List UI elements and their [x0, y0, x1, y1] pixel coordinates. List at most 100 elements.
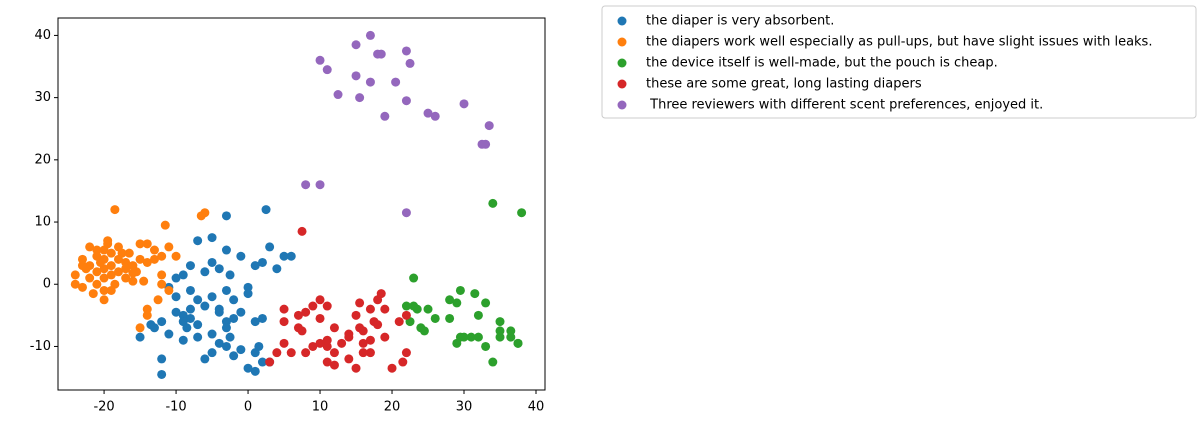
- point: [77, 261, 87, 271]
- point: [121, 264, 131, 274]
- point: [495, 332, 505, 342]
- point: [171, 251, 181, 261]
- point: [412, 304, 422, 314]
- point: [149, 245, 159, 255]
- point: [178, 310, 188, 320]
- point: [214, 264, 224, 274]
- point: [272, 264, 282, 274]
- point: [128, 276, 138, 286]
- point: [92, 279, 102, 289]
- point: [380, 304, 390, 314]
- point: [142, 239, 152, 249]
- point: [207, 348, 217, 358]
- plot-frame: [57, 17, 546, 391]
- point: [401, 46, 411, 56]
- point: [423, 304, 433, 314]
- point: [221, 245, 231, 255]
- point: [164, 285, 174, 295]
- legend-marker: [617, 37, 627, 47]
- point: [88, 289, 98, 299]
- point: [401, 208, 411, 218]
- point: [445, 295, 455, 305]
- point: [459, 99, 469, 109]
- point: [466, 332, 476, 342]
- point: [452, 298, 462, 308]
- legend-label: the device itself is well-made, but the …: [646, 56, 998, 71]
- point: [365, 304, 375, 314]
- point: [225, 270, 235, 280]
- point: [351, 71, 361, 81]
- point: [243, 363, 253, 373]
- point: [333, 90, 343, 100]
- x-tick-label: 10: [312, 400, 329, 415]
- point: [322, 301, 332, 311]
- point: [182, 323, 192, 333]
- point: [358, 348, 368, 358]
- point: [455, 285, 465, 295]
- point: [113, 242, 123, 252]
- point: [236, 345, 246, 355]
- point: [495, 326, 505, 336]
- point: [157, 251, 167, 261]
- point: [257, 357, 267, 367]
- point: [373, 320, 383, 330]
- point: [157, 354, 167, 364]
- point: [110, 205, 120, 215]
- point: [106, 248, 116, 258]
- point: [243, 289, 253, 299]
- point: [221, 211, 231, 221]
- point: [250, 366, 260, 376]
- point: [279, 317, 289, 327]
- point: [135, 332, 145, 342]
- point: [85, 273, 95, 283]
- y-tick-label: 20: [34, 152, 51, 167]
- point: [279, 338, 289, 348]
- point: [85, 242, 95, 252]
- point: [391, 77, 401, 87]
- point: [409, 273, 419, 283]
- point: [265, 357, 275, 367]
- point: [70, 270, 80, 280]
- point: [401, 96, 411, 106]
- point: [142, 310, 152, 320]
- point: [286, 251, 296, 261]
- point: [297, 226, 307, 236]
- point: [121, 257, 131, 267]
- point: [405, 58, 415, 68]
- point: [225, 332, 235, 342]
- point: [445, 313, 455, 323]
- y-tick-label: 0: [43, 277, 51, 292]
- point: [322, 341, 332, 351]
- point: [315, 338, 325, 348]
- point: [135, 323, 145, 333]
- point: [221, 323, 231, 333]
- point: [344, 354, 354, 364]
- point: [365, 335, 375, 345]
- point: [171, 292, 181, 302]
- point: [358, 338, 368, 348]
- point: [286, 348, 296, 358]
- point: [77, 282, 87, 292]
- point: [146, 320, 156, 330]
- point: [214, 307, 224, 317]
- point: [398, 357, 408, 367]
- point: [157, 369, 167, 379]
- point: [401, 310, 411, 320]
- point: [401, 348, 411, 358]
- point: [142, 304, 152, 314]
- point: [221, 285, 231, 295]
- point: [470, 289, 480, 299]
- point: [236, 307, 246, 317]
- point: [358, 326, 368, 336]
- point: [139, 276, 149, 286]
- point: [236, 251, 246, 261]
- point: [196, 211, 206, 221]
- point: [164, 242, 174, 252]
- point: [301, 180, 311, 190]
- point: [265, 242, 275, 252]
- point: [92, 245, 102, 255]
- x-tick-label: 40: [528, 400, 545, 415]
- point: [315, 313, 325, 323]
- point: [423, 108, 433, 118]
